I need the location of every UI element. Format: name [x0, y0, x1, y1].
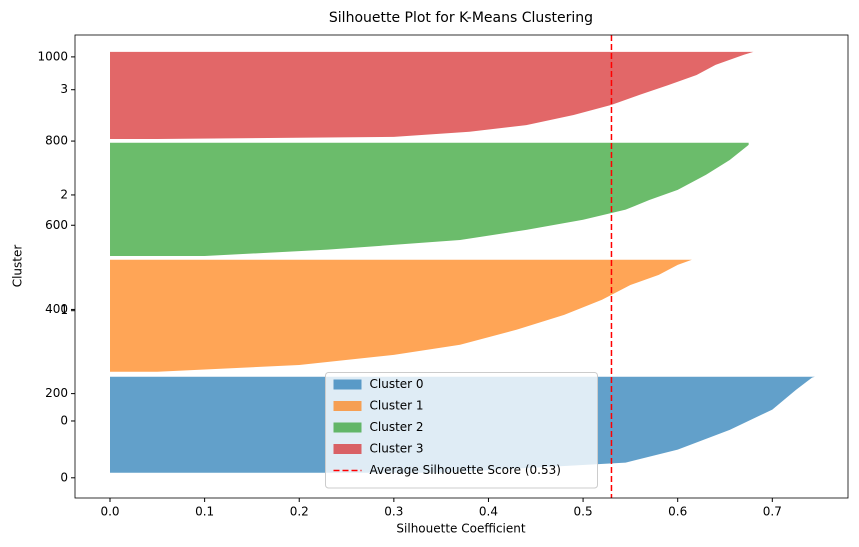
legend-label: Cluster 0	[370, 377, 424, 391]
y-tick-label: 0	[60, 470, 68, 484]
legend-box	[325, 372, 598, 489]
legend-swatch	[333, 444, 362, 454]
legend-label: Cluster 3	[370, 442, 424, 456]
legend-swatch	[333, 401, 362, 411]
chart-title: Silhouette Plot for K-Means Clustering	[329, 10, 593, 26]
x-tick-label: 0.3	[384, 505, 403, 519]
x-tick-label: 0.0	[100, 505, 119, 519]
legend-label: Average Silhouette Score (0.53)	[370, 463, 561, 477]
silhouette-area	[110, 51, 754, 139]
y-tick-label: 0	[60, 413, 68, 427]
x-tick-label: 0.5	[574, 505, 593, 519]
silhouette-area	[110, 259, 692, 372]
x-tick-label: 0.1	[195, 505, 214, 519]
legend-swatch	[333, 379, 362, 390]
y-tick-label: 1	[60, 303, 68, 317]
x-tick-label: 0.2	[290, 505, 309, 519]
y-tick-label: 1000	[37, 49, 68, 63]
y-tick-label: 200	[45, 386, 68, 400]
x-tick-label: 0.6	[668, 505, 687, 519]
x-tick-label: 0.7	[763, 505, 782, 519]
legend-swatch	[333, 422, 362, 433]
y-tick-label: 2	[60, 187, 68, 201]
y-tick-label: 600	[45, 218, 68, 232]
legend-label: Cluster 1	[370, 399, 424, 413]
x-tick-label: 0.4	[479, 505, 498, 519]
axes-frame	[74, 34, 849, 499]
y-tick-label: 400	[45, 302, 68, 316]
silhouette-area	[110, 142, 749, 256]
y-tick-label: 3	[60, 82, 68, 96]
x-axis-label: Silhouette Coefficient	[396, 522, 525, 536]
legend-label: Cluster 2	[370, 420, 424, 434]
legend: Cluster 0 Cluster 1 Cluster 2 Cluster 3 Aver…	[325, 372, 598, 489]
y-axis-label: Cluster	[11, 245, 25, 288]
y-tick-label: 800	[45, 134, 68, 148]
